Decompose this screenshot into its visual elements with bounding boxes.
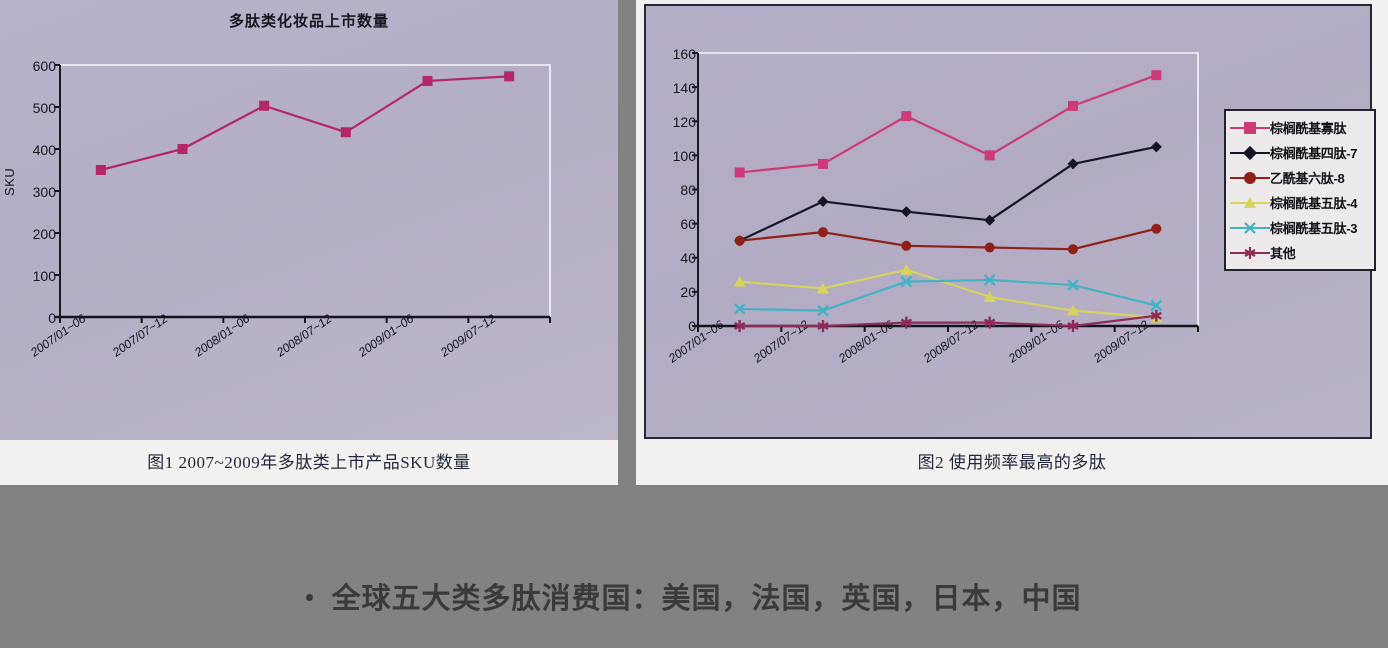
figure-2-plot-area [692, 52, 1199, 332]
legend-item-1[interactable]: 棕榈酰基四肽-7 [1226, 140, 1374, 165]
figure-1-plot-background [0, 0, 618, 440]
legend-label-4: 棕榈酰基五肽-3 [1270, 221, 1358, 236]
legend-key-diamond-icon [1230, 144, 1270, 162]
legend-key-circle-icon [1230, 169, 1270, 187]
slide-bullet-text: 全球五大类多肽消费国：美国，法国，英国，日本，中国 [331, 583, 1082, 615]
figure-1-ytick-400: 400 [32, 142, 56, 158]
figure-1-caption: 图1 2007~2009年多肽类上市产品SKU数量 [147, 453, 471, 472]
legend-key-asterisk-icon [1230, 244, 1270, 262]
figure-1-chart-title: 多肽类化妆品上市数量 [228, 13, 389, 30]
figure-2-ytick-140: 140 [672, 80, 696, 96]
legend-label-1: 棕榈酰基四肽-7 [1270, 146, 1358, 161]
figure-1-plot-area [54, 64, 551, 323]
legend-label-2: 乙酰基六肽-8 [1270, 171, 1345, 186]
figure-2-plot-frame: 160 140 120 100 80 60 40 20 0 2007/01~06… [644, 4, 1376, 439]
figure-1-ytick-100: 100 [32, 268, 56, 284]
figure-2-ytick-60: 60 [680, 216, 696, 232]
figure-1-panel: 多肽类化妆品上市数量 SKU 600 500 400 300 200 100 0… [0, 0, 618, 485]
figure-1-ytick-200: 200 [32, 226, 56, 242]
legend-key-square-icon [1230, 119, 1270, 137]
figure-2-ytick-80: 80 [680, 182, 696, 198]
legend-item-2[interactable]: 乙酰基六肽-8 [1226, 165, 1374, 190]
figure-2-ytick-120: 120 [672, 114, 696, 130]
figure-2-ytick-160: 160 [672, 46, 696, 62]
figure-2-ytick-100: 100 [672, 148, 696, 164]
legend-label-5: 其他 [1270, 246, 1296, 261]
legend-item-5[interactable]: 其他 [1226, 240, 1374, 265]
figure-1-ytick-500: 500 [32, 100, 56, 116]
legend-item-0[interactable]: 棕榈酰基寡肽 [1226, 115, 1374, 140]
figure-2-ytick-40: 40 [680, 250, 696, 266]
figure-2-panel: 160 140 120 100 80 60 40 20 0 2007/01~06… [636, 0, 1388, 485]
legend-key-triangle-icon [1230, 194, 1270, 212]
figure-1-ytick-300: 300 [32, 184, 56, 200]
slide-bullet-line: 全球五大类多肽消费国：美国，法国，英国，日本，中国 [0, 575, 1388, 617]
figure-1-ytick-0: 0 [48, 310, 56, 326]
legend-label-0: 棕榈酰基寡肽 [1270, 121, 1347, 136]
legend-label-3: 棕榈酰基五肽-4 [1270, 196, 1358, 211]
figure-1-ytick-600: 600 [32, 58, 56, 74]
figure-2-caption: 图2 使用频率最高的多肽 [917, 453, 1107, 472]
figure-2-ytick-20: 20 [680, 284, 696, 300]
bullet-dot-icon [306, 594, 314, 602]
legend-item-3[interactable]: 棕榈酰基五肽-4 [1226, 190, 1374, 215]
legend-item-4[interactable]: 棕榈酰基五肽-3 [1226, 215, 1374, 240]
figure-2-legend: 棕榈酰基寡肽 棕榈酰基四肽-7 乙酰基六肽-8 [1224, 109, 1376, 271]
legend-key-cross-icon [1230, 219, 1270, 237]
